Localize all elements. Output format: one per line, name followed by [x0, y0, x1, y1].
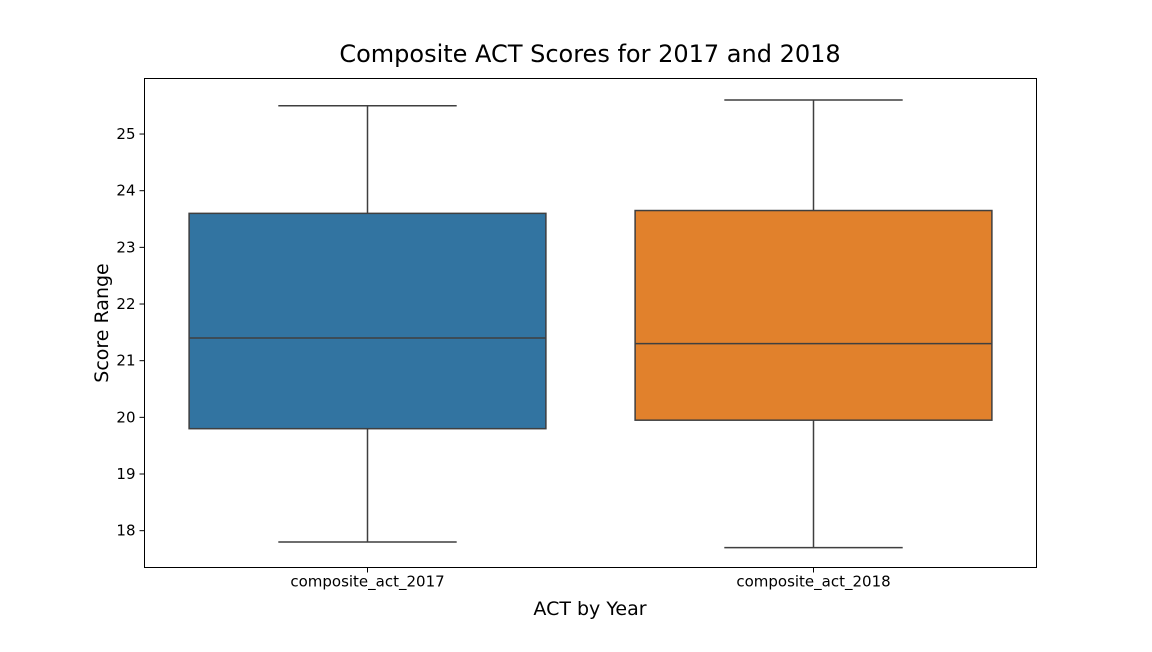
x-axis-label: ACT by Year: [533, 598, 646, 620]
y-tick-label: 24: [116, 182, 135, 200]
y-tick-label: 22: [116, 295, 135, 313]
chart-title: Composite ACT Scores for 2017 and 2018: [339, 40, 840, 68]
iqr-box: [188, 212, 547, 430]
x-tick-label: composite_act_2017: [290, 573, 444, 592]
y-tick-label: 23: [116, 238, 135, 256]
y-tick-label: 18: [116, 522, 135, 540]
box-composite_act_2017: [188, 104, 547, 543]
box-series: [188, 99, 993, 549]
y-tick-label: 20: [116, 408, 135, 426]
y-tick-label: 21: [116, 352, 135, 370]
x-axis: composite_act_2017 composite_act_2018: [290, 567, 891, 592]
box-composite_act_2018: [634, 99, 993, 549]
plot-area-frame: [144, 78, 1037, 568]
y-axis-label: Score Range: [91, 263, 113, 382]
y-tick-label: 19: [116, 465, 135, 483]
y-tick-label: 25: [116, 125, 135, 143]
iqr-box: [634, 209, 993, 421]
x-tick-label: composite_act_2018: [736, 573, 890, 592]
y-axis: 18 19 20 21 22 23 24 25: [116, 125, 145, 540]
